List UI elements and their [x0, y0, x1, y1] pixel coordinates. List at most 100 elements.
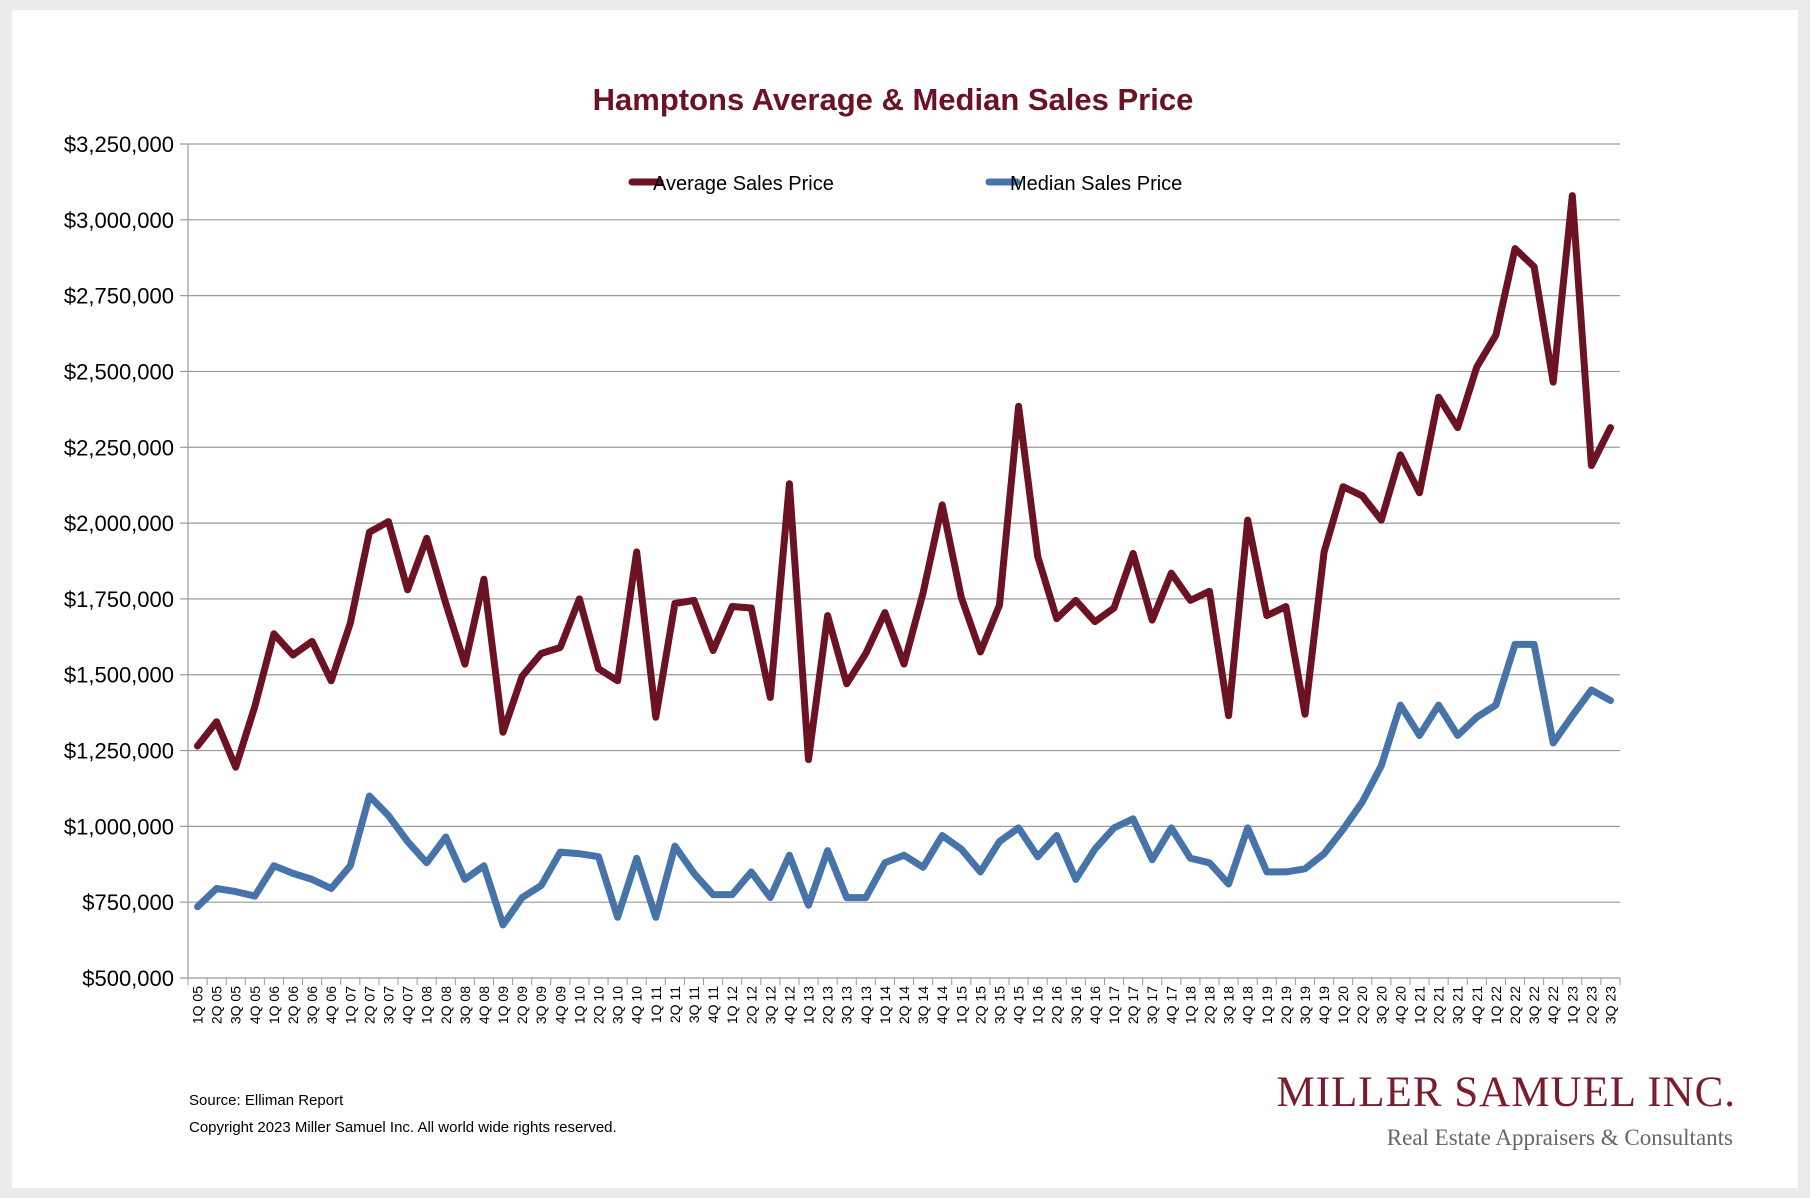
data-point — [826, 614, 830, 618]
data-point — [1418, 491, 1422, 495]
x-tick-label: 2Q 20 — [1354, 986, 1370, 1024]
x-tick-label: 3Q 06 — [304, 986, 320, 1024]
legend-label-average: Average Sales Price — [653, 173, 834, 195]
x-tick-label: 1Q 05 — [190, 986, 206, 1024]
x-tick-label: 4Q 08 — [476, 986, 492, 1024]
x-tick-label: 2Q 15 — [972, 986, 988, 1024]
data-point — [1570, 714, 1574, 718]
x-tick-label: 1Q 12 — [724, 986, 740, 1024]
data-point — [1150, 858, 1154, 862]
x-tick-label: 1Q 09 — [495, 986, 511, 1024]
data-point — [1207, 589, 1211, 593]
data-point — [635, 856, 639, 860]
data-point — [959, 595, 963, 599]
data-point — [921, 591, 925, 595]
data-point — [864, 896, 868, 900]
x-tick-label: 2Q 05 — [209, 986, 225, 1024]
data-point — [1055, 833, 1059, 837]
data-point — [501, 730, 505, 734]
x-tick-label: 4Q 07 — [400, 986, 416, 1024]
data-point — [577, 597, 581, 601]
x-tick-label: 1Q 17 — [1106, 986, 1122, 1024]
x-axis: 1Q 05 2Q 05 3Q 05 4Q 05 1Q 06 2Q 06 3Q 06 4Q 06… — [187, 978, 1621, 1024]
data-point — [1131, 551, 1135, 555]
x-tick-label: 2Q 23 — [1583, 986, 1599, 1024]
data-point — [1112, 606, 1116, 610]
data-point — [539, 651, 543, 655]
x-tick-label: 4Q 06 — [323, 986, 339, 1024]
data-point — [1608, 699, 1612, 703]
data-point — [386, 814, 390, 818]
y-tick-label: $2,750,000 — [64, 284, 174, 309]
company-logo: MILLER SAMUEL INC. Real Estate Appraiser… — [1276, 1069, 1735, 1150]
chart-title: Hamptons Average & Median Sales Price — [593, 82, 1194, 117]
x-tick-label: 3Q 20 — [1373, 986, 1389, 1024]
x-tick-label: 3Q 13 — [839, 986, 855, 1024]
data-point — [1017, 404, 1021, 408]
data-point — [787, 853, 791, 857]
x-tick-label: 4Q 12 — [781, 986, 797, 1024]
x-tick-label: 3Q 08 — [457, 986, 473, 1024]
y-tick-label: $1,750,000 — [64, 587, 174, 612]
data-point — [367, 794, 371, 798]
data-point — [310, 877, 314, 881]
data-point — [1532, 642, 1536, 646]
x-tick-label: 4Q 17 — [1163, 986, 1179, 1024]
y-tick-label: $2,000,000 — [64, 511, 174, 536]
x-tick-label: 4Q 16 — [1087, 986, 1103, 1024]
data-point — [425, 536, 429, 540]
x-tick-label: 2Q 10 — [591, 986, 607, 1024]
legend-label-median: Median Sales Price — [1010, 173, 1182, 195]
data-point — [768, 896, 772, 900]
data-point — [234, 765, 238, 769]
data-point — [749, 870, 753, 874]
data-point — [558, 645, 562, 649]
data-point — [1303, 867, 1307, 871]
data-point — [215, 887, 219, 891]
x-tick-label: 2Q 06 — [285, 986, 301, 1024]
x-tick-label: 3Q 14 — [915, 986, 931, 1024]
data-point — [1513, 247, 1517, 251]
data-point — [1398, 703, 1402, 707]
data-point — [635, 550, 639, 554]
data-point — [845, 682, 849, 686]
data-point — [539, 884, 543, 888]
data-point — [1322, 852, 1326, 856]
data-point — [959, 847, 963, 851]
y-tick-label: $3,000,000 — [64, 208, 174, 233]
line-chart: Hamptons Average & Median Sales Price $5… — [64, 82, 1735, 1150]
data-point — [787, 482, 791, 486]
series-line-average — [194, 192, 1614, 771]
data-point — [520, 896, 524, 900]
x-tick-label: 1Q 15 — [953, 986, 969, 1024]
x-tick-label: 2Q 17 — [1125, 986, 1141, 1024]
data-point — [711, 893, 715, 897]
data-point — [654, 915, 658, 919]
x-tick-label: 1Q 19 — [1259, 986, 1275, 1024]
data-point — [711, 648, 715, 652]
data-point — [196, 905, 200, 909]
data-point — [1437, 703, 1441, 707]
x-tick-label: 4Q 05 — [247, 986, 263, 1024]
x-tick-label: 1Q 06 — [266, 986, 282, 1024]
data-point — [826, 849, 830, 853]
x-tick-label: 1Q 08 — [419, 986, 435, 1024]
data-point — [1494, 703, 1498, 707]
data-point — [329, 887, 333, 891]
x-tick-label: 2Q 09 — [514, 986, 530, 1024]
logo-tagline: Real Estate Appraisers & Consultants — [1387, 1125, 1733, 1150]
data-point — [940, 503, 944, 507]
data-point — [1532, 265, 1536, 269]
data-point — [367, 530, 371, 534]
data-point — [978, 650, 982, 654]
data-point — [1360, 800, 1364, 804]
data-point — [1036, 554, 1040, 558]
x-tick-label: 3Q 05 — [228, 986, 244, 1024]
x-tick-label: 4Q 20 — [1392, 986, 1408, 1024]
data-point — [1589, 463, 1593, 467]
data-point — [558, 850, 562, 854]
data-point — [978, 870, 982, 874]
x-tick-label: 3Q 09 — [533, 986, 549, 1024]
x-tick-label: 1Q 14 — [877, 986, 893, 1024]
data-point — [310, 639, 314, 643]
